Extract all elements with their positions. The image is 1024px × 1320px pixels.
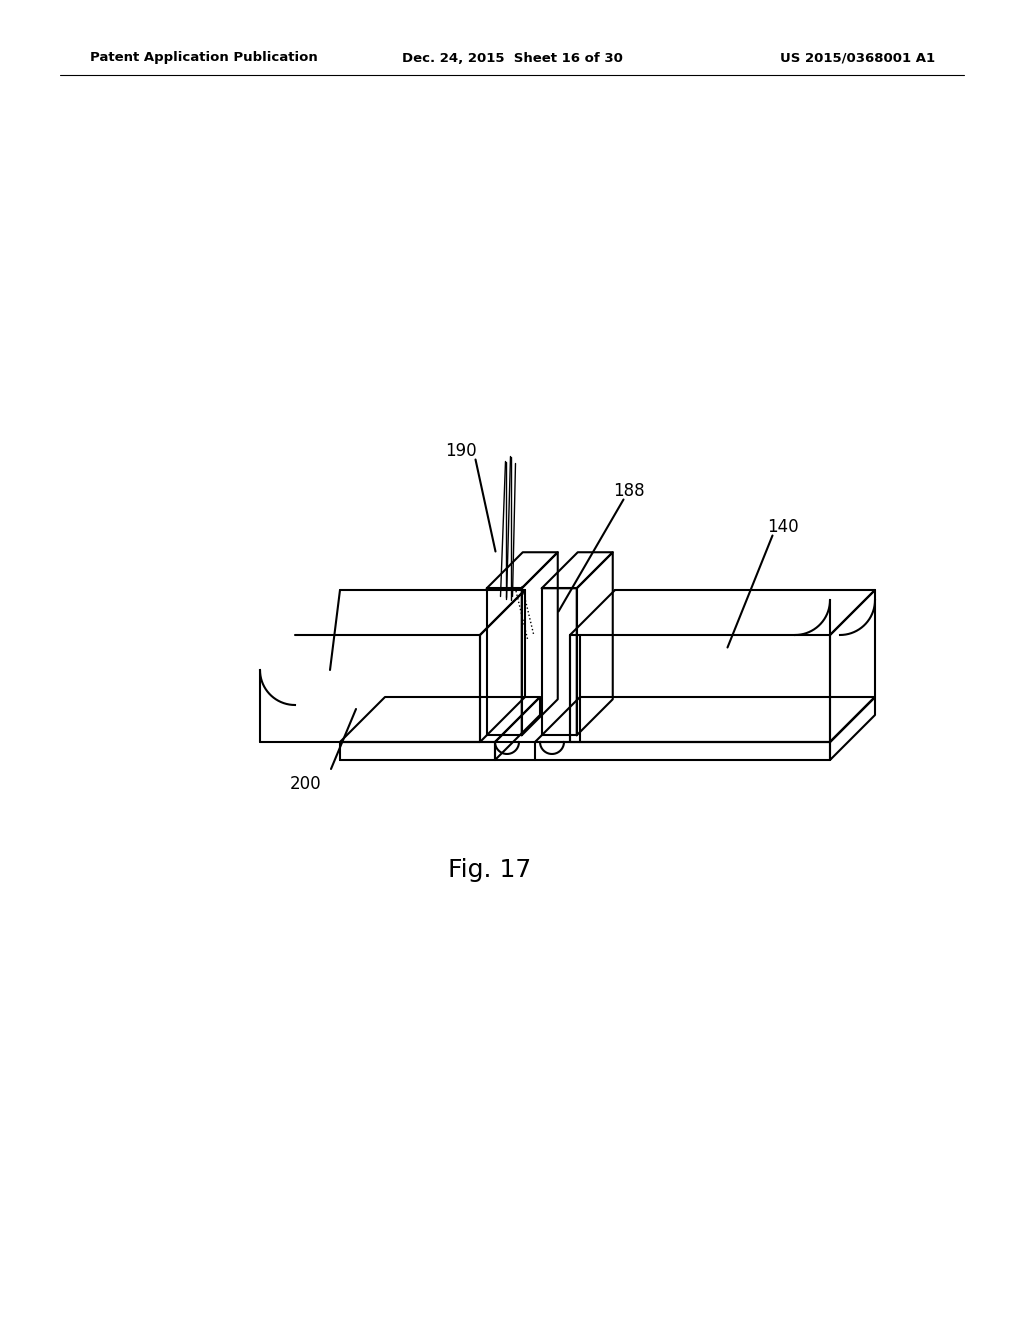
Text: 188: 188 (612, 483, 644, 500)
Text: 190: 190 (444, 442, 476, 461)
Text: 140: 140 (767, 519, 799, 536)
Text: 200: 200 (290, 775, 322, 793)
Text: Patent Application Publication: Patent Application Publication (90, 51, 317, 65)
Text: US 2015/0368001 A1: US 2015/0368001 A1 (780, 51, 935, 65)
Text: Dec. 24, 2015  Sheet 16 of 30: Dec. 24, 2015 Sheet 16 of 30 (401, 51, 623, 65)
Text: Fig. 17: Fig. 17 (449, 858, 531, 882)
